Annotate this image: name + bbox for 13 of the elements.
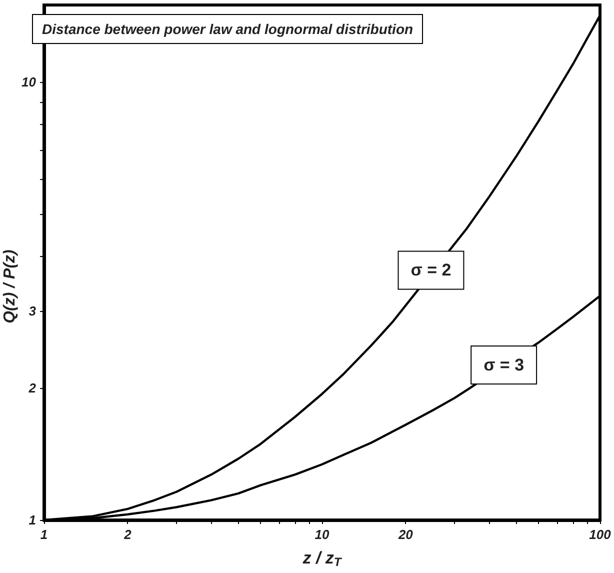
annotation: σ = 2 — [410, 260, 452, 280]
x-tick-label: 20 — [397, 527, 414, 542]
x-tick-label: 2 — [123, 527, 132, 542]
y-tick-label: 10 — [22, 74, 37, 90]
text: Distance between power law and lognormal distribution — [42, 21, 414, 37]
y-tick-label: 2 — [28, 380, 37, 396]
x-tick-label: 10 — [314, 527, 330, 542]
x-tick-label: 1 — [40, 527, 48, 542]
x-tick-label: 100 — [589, 527, 612, 542]
y-tick-label: 1 — [28, 512, 36, 528]
y-tick-label: 3 — [28, 304, 37, 319]
annotation: σ = 3 — [484, 355, 524, 374]
y-axis-title: Q(z) / P(z) — [2, 250, 18, 324]
